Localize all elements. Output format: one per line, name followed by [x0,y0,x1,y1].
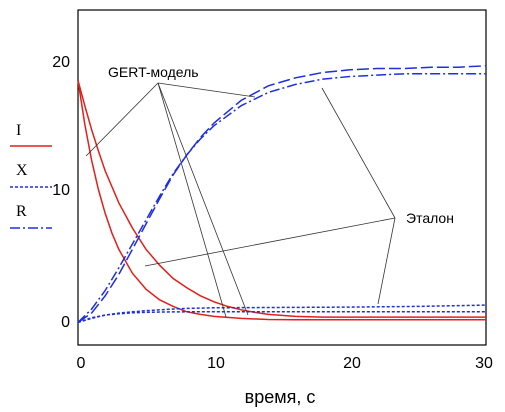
legend-label-x: X [16,162,28,179]
gert-model-annotation: GERT-модель [108,64,199,80]
x-axis-label: время, с [245,387,316,407]
series-layer [77,65,487,324]
series-line-x-3 [77,304,487,324]
x-tick-label-10: 10 [207,355,225,372]
legend-label-i: I [16,122,21,139]
y-tick-label-20: 20 [52,54,70,71]
series-line-r-5 [77,65,487,324]
annotation-callouts [85,82,396,318]
gert-callout-to-i-tail-line [157,82,249,316]
series-line-r-4 [77,73,486,323]
etalon-callout-to-x-line [377,217,396,305]
y-tick-label-0: 0 [61,314,70,331]
etalon-callout-to-i-line [144,217,396,267]
gert-callout-to-r-line [157,82,256,98]
legend: I X R [10,122,52,229]
gert-callout-to-i-line [85,82,159,157]
x-tick-label-30: 30 [475,355,493,372]
plot-area-frame [77,9,487,346]
etalon-annotation: Эталон [406,210,454,226]
etalon-callout-to-r-line [321,87,396,219]
series-line-x-2 [77,311,486,324]
y-tick-label-10: 10 [52,182,70,199]
series-line-i-1 [77,80,486,318]
legend-label-r: R [16,203,27,220]
x-tick-label-20: 20 [343,355,361,372]
gert-callout-to-x-line [157,82,227,318]
series-line-i-0 [77,80,486,321]
x-tick-label-0: 0 [77,355,86,372]
